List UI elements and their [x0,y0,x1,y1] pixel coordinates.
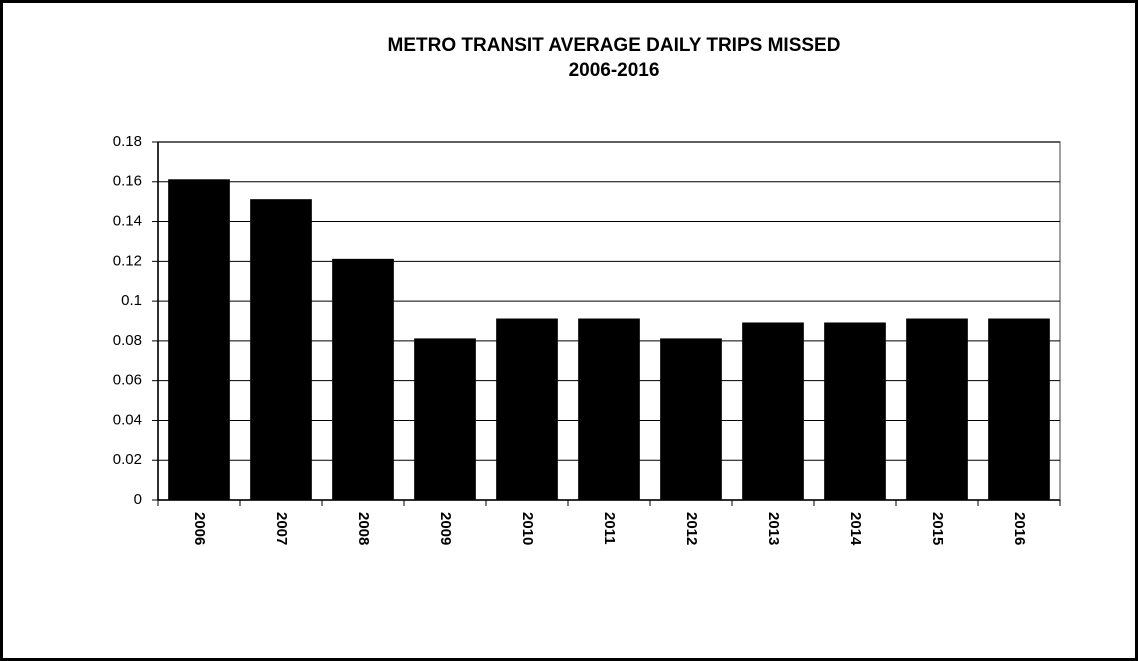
x-tick-label: 2013 [765,512,782,545]
x-tick-label: 2010 [519,512,536,545]
x-tick-label: 2014 [847,512,864,546]
x-tick-label: 2012 [683,512,700,545]
bar [988,318,1050,501]
bar [824,322,886,501]
y-tick-label: 0.12 [113,252,142,269]
bar [168,179,230,501]
y-tick-label: 0 [134,491,142,508]
x-tick-label: 2006 [191,512,208,545]
y-tick-label: 0.1 [121,292,142,309]
bar [496,318,558,501]
x-tick-label: 2007 [273,512,290,545]
bar [906,318,968,501]
x-tick-label: 2015 [929,512,946,545]
y-tick-label: 0.06 [113,372,142,389]
y-tick-label: 0.02 [113,451,142,468]
y-tick-label: 0.14 [113,213,142,230]
y-tick-label: 0.04 [113,411,142,428]
chart-subtitle: 2006-2016 [569,60,660,81]
x-tick-label: 2016 [1011,512,1028,545]
x-tick-label: 2008 [355,512,372,545]
bar [578,318,640,501]
x-tick-label: 2009 [437,512,454,545]
bar [250,199,312,501]
y-tick-label: 0.08 [113,332,142,349]
bar [414,338,476,501]
bar [660,338,722,501]
chart-title: METRO TRANSIT AVERAGE DAILY TRIPS MISSED [388,35,841,56]
x-tick-label: 2011 [601,512,618,545]
y-tick-label: 0.16 [113,173,142,190]
bar [742,322,804,501]
y-tick-label: 0.18 [113,133,142,150]
bar [332,258,394,501]
